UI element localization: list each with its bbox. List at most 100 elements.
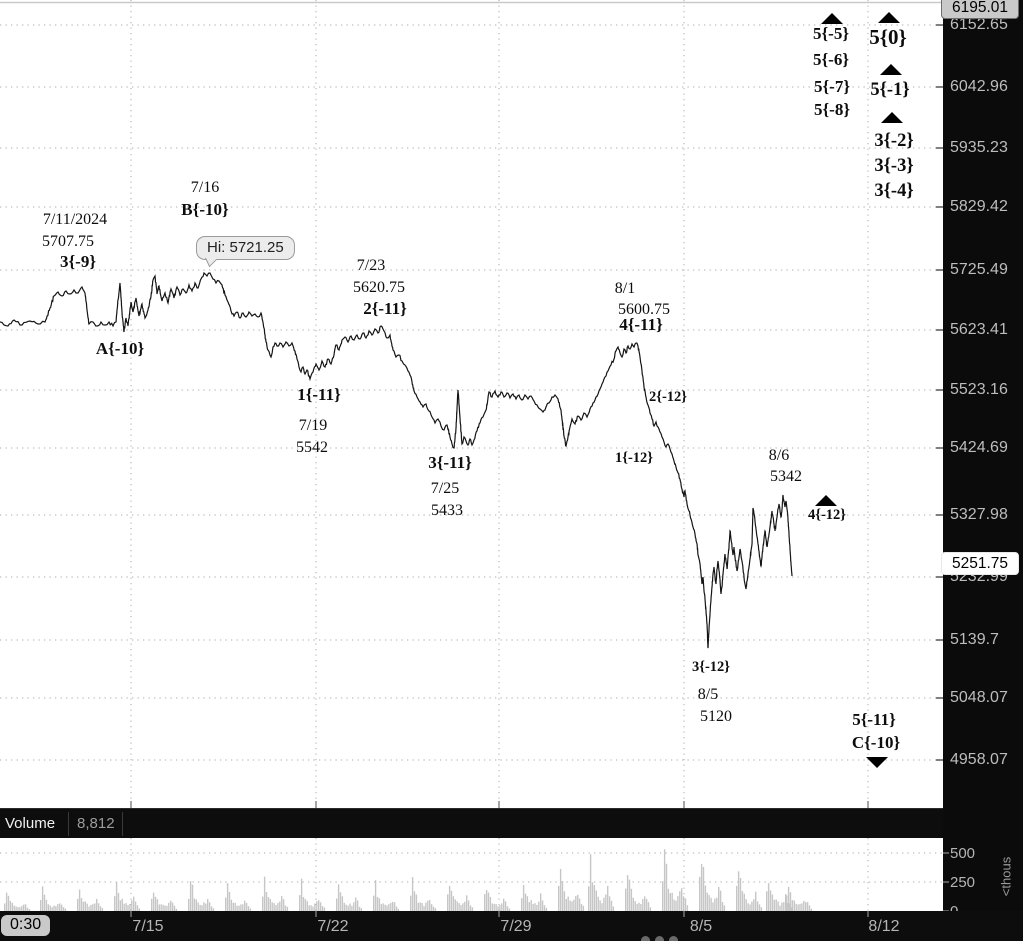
wave-label[interactable]: 3{-4} <box>874 181 914 201</box>
annotation-text[interactable]: 5542 <box>296 439 328 456</box>
price-line-series[interactable] <box>0 271 793 649</box>
volume-bar <box>706 892 708 911</box>
volume-bar <box>11 902 13 911</box>
volume-bar <box>77 898 79 911</box>
wave-label[interactable]: 2{-12} <box>648 389 688 405</box>
annotation-text[interactable]: 7/25 <box>430 480 460 497</box>
wave-label[interactable]: 1{-12} <box>614 450 654 466</box>
volume-bar <box>484 894 486 911</box>
wave-label[interactable]: 5{-11} <box>852 710 896 729</box>
volume-bar <box>390 902 392 911</box>
volume-bar <box>319 902 322 911</box>
volume-bar <box>175 908 178 911</box>
wave-label[interactable]: 3{-11} <box>428 453 472 472</box>
annotation-text[interactable]: 8/1 <box>614 280 636 297</box>
volume-bar <box>397 908 400 911</box>
annotation-text[interactable]: 5433 <box>431 502 463 519</box>
volume-panel[interactable] <box>0 838 943 911</box>
volume-bar <box>630 888 633 911</box>
volume-bar <box>388 904 390 911</box>
volume-bar <box>277 902 279 911</box>
wave-label[interactable]: 3{-3} <box>874 156 914 176</box>
wave-label[interactable]: 5{0} <box>869 25 907 49</box>
price-axis[interactable]: 6152.65 6042.96 5935.23 5829.42 5725.49 5623.… <box>941 0 1023 941</box>
volume-bar <box>203 902 205 911</box>
volume-bar <box>758 904 761 911</box>
volume-bar <box>669 893 671 911</box>
annotation-text[interactable]: 7/16 <box>190 179 220 196</box>
volume-bar <box>299 895 301 911</box>
volume-bar <box>642 899 644 911</box>
annotation-text[interactable]: 5707.75 <box>42 233 94 250</box>
volume-bar <box>783 902 785 911</box>
volume-panel-header[interactable]: Volume 8,812 <box>0 808 943 839</box>
volume-bar <box>271 902 273 911</box>
annotation-text[interactable]: 8/5 <box>697 686 719 703</box>
wave-label[interactable]: 5{-8} <box>813 100 851 119</box>
wave-triangle-up-icon[interactable] <box>878 12 900 23</box>
wave-label[interactable]: 5{-6} <box>812 50 850 69</box>
volume-bar <box>786 895 788 911</box>
volume-bar <box>421 903 423 911</box>
volume-bar <box>558 885 560 911</box>
panel-dot[interactable] <box>641 936 650 941</box>
annotation-text[interactable]: 7/11/2024 <box>42 211 108 228</box>
wave-label[interactable]: 5{-1} <box>870 80 910 100</box>
wave-label[interactable]: 3{-12} <box>691 659 731 675</box>
wave-triangle-up-icon[interactable] <box>815 495 837 506</box>
panel-dot[interactable] <box>669 936 678 941</box>
wave-label[interactable]: 5{-7} <box>813 77 851 96</box>
volume-bar <box>47 904 49 911</box>
volume-bar <box>760 907 763 911</box>
volume-bar <box>188 898 190 911</box>
volume-bar <box>267 897 270 911</box>
volume-bar <box>41 886 44 911</box>
annotation-text[interactable]: 5600.75 <box>618 301 670 318</box>
annotation-text[interactable]: 5342 <box>770 468 802 485</box>
wave-label[interactable]: 4{-11} <box>619 315 663 334</box>
volume-bar <box>569 900 571 911</box>
wave-triangle-up-icon[interactable] <box>880 64 902 75</box>
volume-bar <box>210 906 213 911</box>
annotation-text[interactable]: 5120 <box>700 708 732 725</box>
volume-bar <box>741 891 744 911</box>
volume-bar <box>90 904 92 911</box>
volume-bar <box>719 890 722 911</box>
volume-bar <box>302 897 305 911</box>
volume-bar <box>59 903 61 911</box>
wave-label[interactable]: 2{-11} <box>363 299 407 318</box>
wave-label[interactable]: B{-10} <box>181 200 229 219</box>
volume-bar <box>452 896 455 911</box>
wave-triangle-up-icon[interactable] <box>881 112 903 123</box>
annotation-text[interactable]: 7/19 <box>298 417 328 434</box>
volume-bar <box>236 905 238 911</box>
volume-bar <box>810 908 813 911</box>
wave-label[interactable]: 1{-11} <box>297 385 341 404</box>
volume-bar <box>114 896 116 911</box>
volume-bar <box>462 903 464 911</box>
time-axis-tick <box>315 911 317 917</box>
wave-label[interactable]: 5{-5} <box>812 24 850 43</box>
wave-label[interactable]: 3{-9} <box>59 252 97 271</box>
volume-bar <box>393 902 396 911</box>
time-axis-label: 7/22 <box>317 918 349 935</box>
annotation-text[interactable]: 8/6 <box>768 447 790 464</box>
wave-triangle-up-icon[interactable] <box>821 13 843 24</box>
volume-bar <box>117 892 120 911</box>
time-axis[interactable]: 0:30 7/15 7/22 7/29 8/5 8/12 <box>0 911 1023 941</box>
volume-bar <box>743 893 745 911</box>
volume-bar <box>708 895 710 911</box>
panel-dot[interactable] <box>655 936 664 941</box>
wave-label[interactable]: A{-10} <box>95 339 145 358</box>
wave-label[interactable]: 4{-12} <box>807 507 847 523</box>
volume-bar <box>168 902 170 911</box>
annotation-text[interactable]: 5620.75 <box>353 279 405 296</box>
volume-bar <box>314 903 316 911</box>
wave-triangle-down-icon[interactable] <box>866 757 888 768</box>
last-price-box: 5251.75 <box>941 552 1019 575</box>
volume-bar <box>536 904 538 911</box>
annotation-text[interactable]: 7/23 <box>356 257 386 274</box>
price-chart-panel[interactable]: 7/11/2024 5707.75 3{-9} A{-10} 7/16 B{-10} 7/2… <box>0 0 943 808</box>
wave-label[interactable]: C{-10} <box>851 733 901 752</box>
wave-label[interactable]: 3{-2} <box>874 131 914 151</box>
